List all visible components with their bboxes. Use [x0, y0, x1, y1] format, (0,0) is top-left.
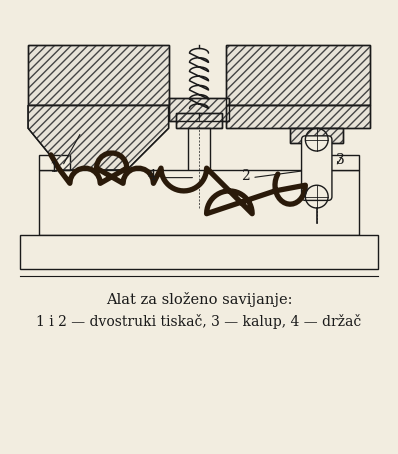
FancyBboxPatch shape: [302, 136, 332, 200]
Bar: [39, 155, 70, 170]
Polygon shape: [28, 105, 169, 170]
Polygon shape: [28, 44, 169, 105]
Text: 1: 1: [49, 161, 58, 175]
Text: 2: 2: [241, 168, 250, 183]
Polygon shape: [226, 105, 370, 128]
Polygon shape: [290, 128, 343, 143]
Text: 1 i 2 — dvostruki tiskač, 3 — kalup, 4 — držač: 1 i 2 — dvostruki tiskač, 3 — kalup, 4 —…: [36, 315, 362, 330]
Bar: [39, 170, 359, 235]
Polygon shape: [226, 44, 370, 105]
Bar: [328, 155, 359, 170]
Polygon shape: [169, 98, 229, 121]
Text: 4: 4: [148, 168, 156, 183]
Text: Alat za složeno savijanje:: Alat za složeno savijanje:: [106, 291, 292, 306]
Polygon shape: [176, 113, 222, 128]
Text: 3: 3: [336, 153, 345, 168]
Bar: [187, 128, 211, 208]
Bar: [20, 235, 378, 269]
